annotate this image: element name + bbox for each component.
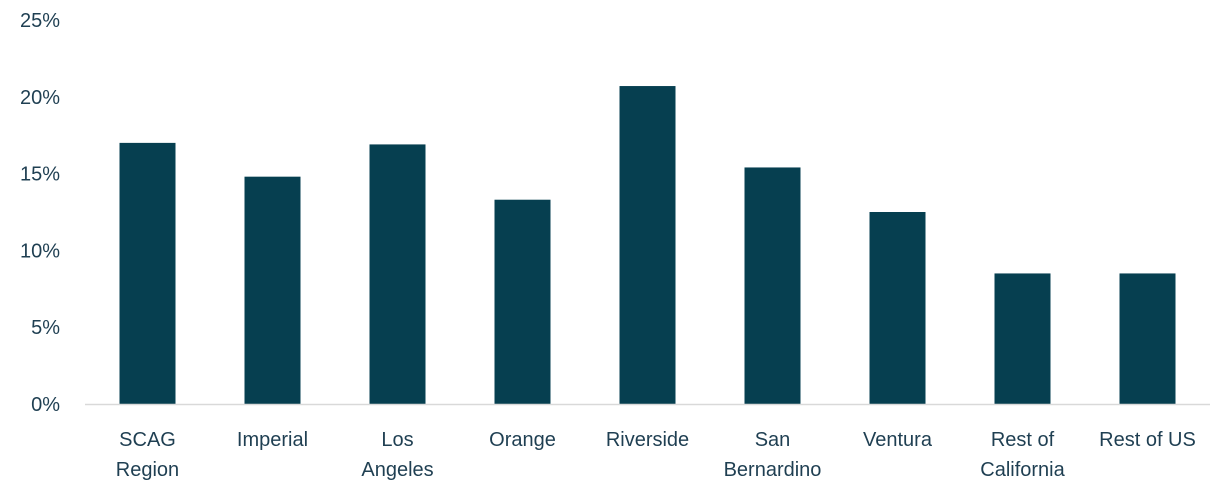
bar xyxy=(119,142,176,404)
x-tick-label-line: San xyxy=(755,429,791,451)
x-tick-label-line: SCAG xyxy=(119,429,176,451)
y-tick-label: 25% xyxy=(20,10,60,32)
x-tick-label: SCAG Region xyxy=(116,429,179,481)
x-tick-label: Rest of US xyxy=(1099,429,1196,451)
x-tick-label-line: California xyxy=(980,459,1065,481)
x-tick-label-line: Region xyxy=(116,459,179,481)
bar xyxy=(869,212,926,404)
bar xyxy=(244,176,301,404)
bar xyxy=(744,167,801,404)
bars xyxy=(119,86,1176,404)
x-tick-label-line: Rest of US xyxy=(1099,429,1196,451)
bar xyxy=(369,144,426,404)
y-tick-label: 15% xyxy=(20,164,60,186)
y-tick-label: 20% xyxy=(20,87,60,109)
x-tick-label: Riverside xyxy=(606,429,689,451)
x-tick-label-line: Ventura xyxy=(863,429,933,451)
bar xyxy=(494,199,551,404)
x-tick-label-line: Angeles xyxy=(361,459,433,481)
bar xyxy=(1119,273,1176,404)
y-tick-label: 10% xyxy=(20,240,60,262)
bar xyxy=(994,273,1051,404)
x-tick-label: Los Angeles xyxy=(361,429,433,481)
x-axis-tick-labels: SCAG Region Imperial Los Angeles Orange Rivers… xyxy=(116,429,1196,481)
x-tick-label: Ventura xyxy=(863,429,933,451)
y-tick-label: 0% xyxy=(31,394,60,416)
x-tick-label: Imperial xyxy=(237,429,308,451)
x-tick-label-line: Los xyxy=(381,429,413,451)
x-tick-label-line: Riverside xyxy=(606,429,689,451)
y-axis-tick-labels: 0% 5% 10% 15% 20% 25% xyxy=(20,10,60,416)
bar xyxy=(619,86,676,404)
x-tick-label-line: Bernardino xyxy=(724,459,822,481)
y-tick-label: 5% xyxy=(31,317,60,339)
x-tick-label: San Bernardino xyxy=(724,429,822,481)
x-tick-label-line: Orange xyxy=(489,429,556,451)
x-tick-label-line: Imperial xyxy=(237,429,308,451)
x-tick-label-line: Rest of xyxy=(991,429,1055,451)
x-tick-label: Rest of California xyxy=(980,429,1065,481)
x-tick-label: Orange xyxy=(489,429,556,451)
